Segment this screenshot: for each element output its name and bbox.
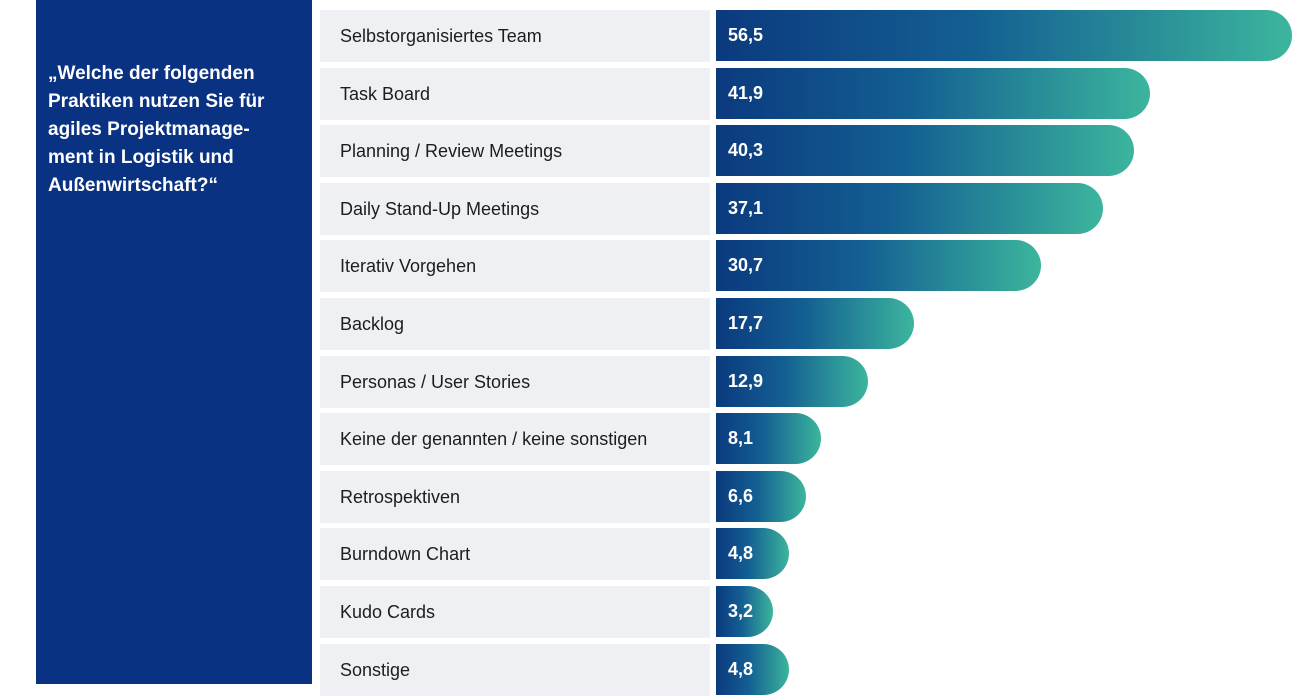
category-label: Keine der genannten / keine sonstigen [320,413,710,466]
category-label: Kudo Cards [320,586,710,638]
bar: 41,9 [716,67,1150,119]
bar: 4,8 [716,528,789,580]
value-label: 41,9 [728,82,764,103]
category-label: Burndown Chart [320,528,710,581]
category-label: Selbstorganisiertes Team [320,10,710,62]
bar: 17,7 [716,298,915,349]
category-label: Daily Stand-Up Meetings [320,182,710,235]
category-label: Planning / Review Meetings [320,125,710,178]
value-label: 3,2 [728,601,754,621]
value-label: 40,3 [728,140,764,161]
category-label: Retrospektiven [320,470,710,523]
bar: 8,1 [716,413,821,465]
category-label: Sonstige [320,643,710,696]
value-label: 4,8 [728,658,754,679]
value-label: 12,9 [728,370,764,391]
value-label: 30,7 [728,255,764,276]
bar: 12,9 [716,355,868,407]
value-label: 8,1 [728,428,754,449]
question-panel [36,0,312,684]
bar: 56,5 [716,10,1292,61]
category-label: Task Board [320,67,710,120]
bar: 40,3 [716,125,1135,177]
bar: 4,8 [716,643,789,695]
category-label: Backlog [320,298,710,350]
bar: 6,6 [716,470,807,522]
category-label: Personas / User Stories [320,355,710,408]
bar: 3,2 [716,586,774,637]
chart-title: „Welche der folgenden Praktiken nutzen S… [48,63,265,196]
bar: 30,7 [716,240,1041,292]
bar: 37,1 [716,182,1104,234]
category-label: Iterativ Vorgehen [320,240,710,293]
value-label: 4,8 [728,543,754,564]
value-label: 37,1 [728,197,764,218]
value-label: 56,5 [728,25,764,45]
value-label: 6,6 [728,485,754,506]
value-label: 17,7 [728,313,764,333]
